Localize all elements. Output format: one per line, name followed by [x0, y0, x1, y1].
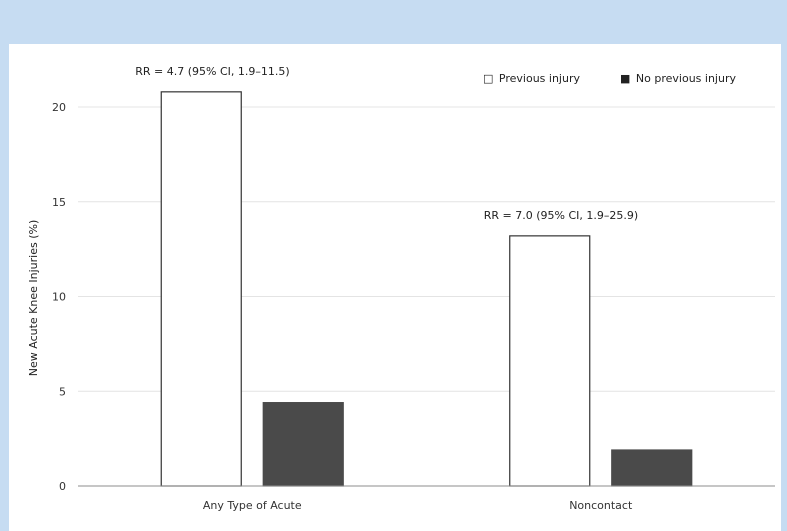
y-tick-label: 0	[59, 480, 66, 493]
bar-previous-injury	[160, 91, 242, 487]
rr-annotation: RR = 7.0 (95% CI, 1.9–25.9)	[484, 209, 638, 222]
legend-label-previous-injury: Previous injury	[499, 72, 581, 85]
bar-no-previous-injury	[262, 402, 344, 487]
bar-previous-injury	[509, 235, 591, 487]
left-border	[0, 0, 9, 531]
legend: □ Previous injury ■ No previous injury	[483, 72, 736, 85]
y-tick-label: 15	[52, 196, 66, 209]
x-tick-label: Noncontact	[569, 499, 633, 512]
bars	[160, 91, 693, 487]
legend-symbol-previous-injury: □	[483, 72, 493, 85]
y-axis-label: New Acute Knee Injuries (%)	[27, 220, 40, 377]
x-axis-ticks: Any Type of Acute Noncontact	[203, 499, 633, 512]
legend-item-no-previous-injury: ■ No previous injury	[620, 72, 736, 85]
x-tick-label: Any Type of Acute	[203, 499, 302, 512]
rr-annotation: RR = 4.7 (95% CI, 1.9–11.5)	[135, 65, 289, 78]
y-axis-ticks: 0 5 10 15 20	[52, 101, 66, 493]
right-border	[781, 0, 787, 531]
legend-item-previous-injury: □ Previous injury	[483, 72, 580, 85]
y-tick-label: 10	[52, 291, 66, 304]
y-tick-label: 5	[59, 385, 66, 398]
top-banner	[0, 0, 787, 44]
legend-label-no-previous-injury: No previous injury	[636, 72, 737, 85]
y-tick-label: 20	[52, 101, 66, 114]
bar-no-previous-injury	[611, 449, 693, 487]
legend-symbol-no-previous-injury: ■	[620, 72, 630, 85]
annotations: RR = 4.7 (95% CI, 1.9–11.5) RR = 7.0 (95%…	[135, 65, 638, 222]
